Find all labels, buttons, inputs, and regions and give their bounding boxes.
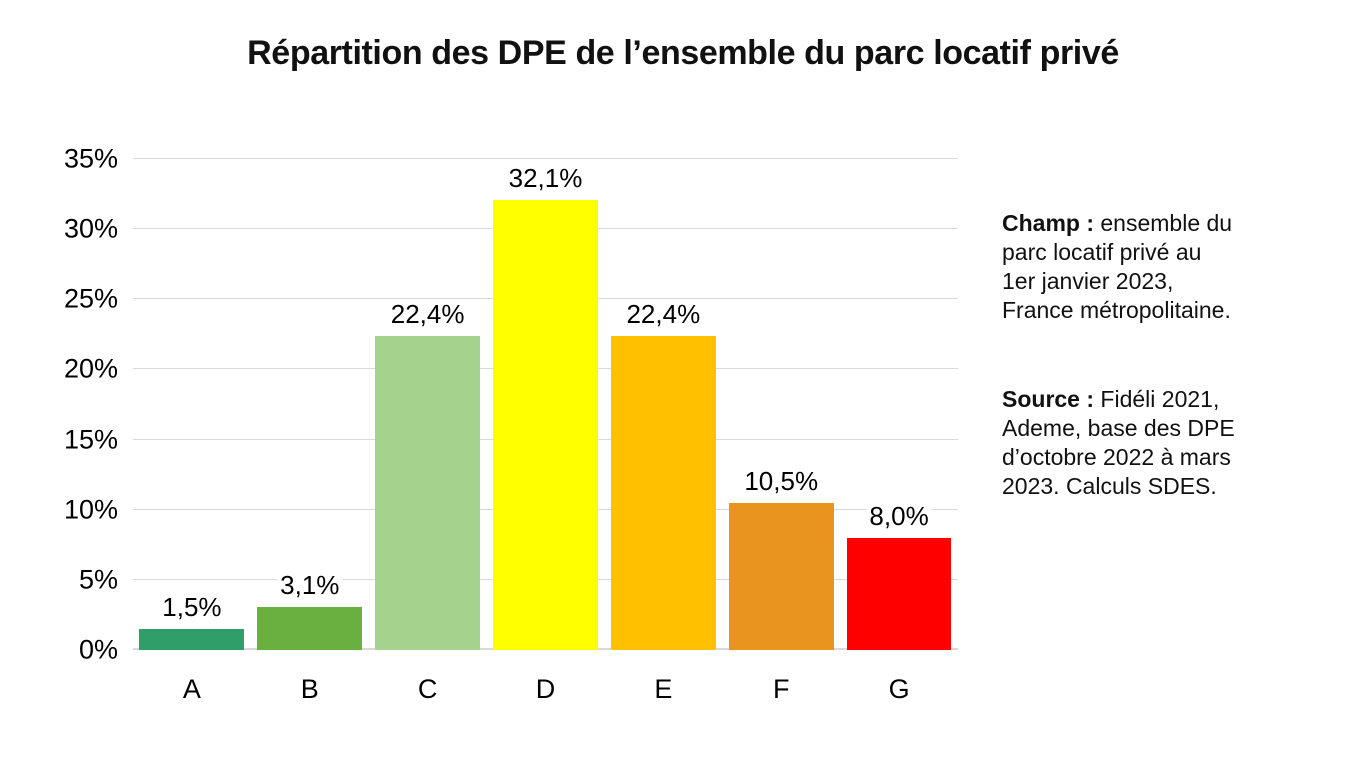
bar-value-B: 3,1%	[277, 571, 343, 598]
y-tick-30%: 30%	[63, 213, 118, 244]
bar-A	[139, 628, 245, 650]
bar-slot-E: 22,4%	[604, 159, 722, 650]
bar-value-D: 32,1%	[505, 164, 586, 191]
bar-C	[375, 335, 481, 650]
x-tick-B: B	[300, 674, 319, 704]
bar-slot-A: 1,5%	[133, 159, 251, 650]
bar-slot-F: 10,5%	[722, 159, 840, 650]
bar-value-C: 22,4%	[387, 300, 468, 327]
bar-F	[728, 502, 834, 650]
x-tick-A: A	[182, 674, 201, 704]
x-tick-C: C	[417, 674, 438, 704]
note-champ-label: Champ :	[1002, 210, 1094, 236]
gridline-35%	[133, 158, 958, 159]
y-tick-35%: 35%	[63, 143, 118, 174]
x-tick-E: E	[654, 674, 673, 704]
bar-value-A: 1,5%	[159, 593, 225, 620]
x-axis-labels: A B C D E F G	[133, 674, 958, 705]
y-tick-15%: 15%	[63, 424, 118, 455]
y-tick-10%: 10%	[63, 494, 118, 525]
plot-area: 1,5% 3,1% 22,4% 32,1% 22,4% 10,5% 8,0%	[133, 158, 958, 650]
bar-B	[257, 606, 363, 650]
bar-slot-D: 32,1%	[487, 159, 605, 650]
notes-panel: Champ : ensemble du parc locatif privé au…	[1002, 209, 1284, 501]
y-tick-25%: 25%	[63, 283, 118, 314]
bar-G	[846, 537, 952, 650]
y-tick-20%: 20%	[63, 353, 118, 384]
x-tick-G: G	[888, 674, 910, 704]
bar-slot-B: 3,1%	[251, 159, 369, 650]
bar-E	[610, 335, 716, 650]
bar-slot-G: 8,0%	[840, 159, 958, 650]
bar-value-G: 8,0%	[866, 502, 932, 529]
bar-value-F: 10,5%	[741, 467, 822, 494]
note-champ: Champ : ensemble du parc locatif privé au…	[1002, 210, 1233, 323]
chart-title: Répartition des DPE de l’ensemble du par…	[247, 34, 1119, 72]
y-tick-5%: 5%	[78, 564, 118, 595]
bar-slot-C: 22,4%	[369, 159, 487, 650]
bar-D	[493, 199, 598, 650]
y-axis-labels: 0% 5% 10% 15% 20% 25% 30% 35%	[30, 145, 118, 663]
bar-value-E: 22,4%	[623, 300, 704, 327]
x-tick-F: F	[772, 674, 790, 704]
x-tick-D: D	[535, 674, 556, 704]
y-tick-0%: 0%	[78, 634, 118, 665]
note-source-label: Source :	[1002, 386, 1095, 412]
note-source: Source : Fidéli 2021, Ademe, base des DPE…	[1002, 386, 1235, 499]
